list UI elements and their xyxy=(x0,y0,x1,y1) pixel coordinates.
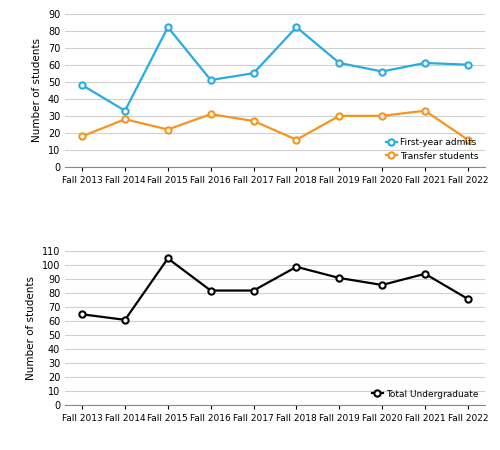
First-year admits xyxy=(379,69,385,74)
Transfer students xyxy=(165,127,171,132)
Total Undergraduate xyxy=(122,317,128,323)
Transfer students xyxy=(122,117,128,122)
Total Undergraduate xyxy=(79,311,85,317)
Line: First-year admits: First-year admits xyxy=(79,24,471,114)
First-year admits xyxy=(122,108,128,113)
First-year admits xyxy=(250,71,256,76)
Total Undergraduate xyxy=(208,288,214,293)
Total Undergraduate xyxy=(336,275,342,281)
Y-axis label: Number of students: Number of students xyxy=(26,276,36,380)
Transfer students xyxy=(422,108,428,113)
Transfer students xyxy=(294,137,300,143)
Total Undergraduate xyxy=(165,256,171,261)
First-year admits xyxy=(422,60,428,66)
Total Undergraduate xyxy=(294,264,300,270)
First-year admits xyxy=(79,82,85,88)
First-year admits xyxy=(465,62,471,68)
First-year admits xyxy=(165,24,171,30)
Total Undergraduate xyxy=(422,271,428,276)
Transfer students xyxy=(208,112,214,117)
Total Undergraduate xyxy=(250,288,256,293)
First-year admits xyxy=(294,24,300,30)
Total Undergraduate xyxy=(465,296,471,302)
Y-axis label: Number of students: Number of students xyxy=(32,38,42,142)
Legend: Total Undergraduate: Total Undergraduate xyxy=(370,388,480,400)
First-year admits xyxy=(336,60,342,66)
Transfer students xyxy=(336,113,342,118)
Transfer students xyxy=(465,137,471,143)
Total Undergraduate xyxy=(379,282,385,288)
Line: Total Undergraduate: Total Undergraduate xyxy=(79,255,471,323)
Line: Transfer students: Transfer students xyxy=(79,108,471,143)
Transfer students xyxy=(379,113,385,118)
First-year admits xyxy=(208,77,214,83)
Transfer students xyxy=(79,134,85,139)
Transfer students xyxy=(250,118,256,124)
Legend: First-year admits, Transfer students: First-year admits, Transfer students xyxy=(384,136,480,162)
